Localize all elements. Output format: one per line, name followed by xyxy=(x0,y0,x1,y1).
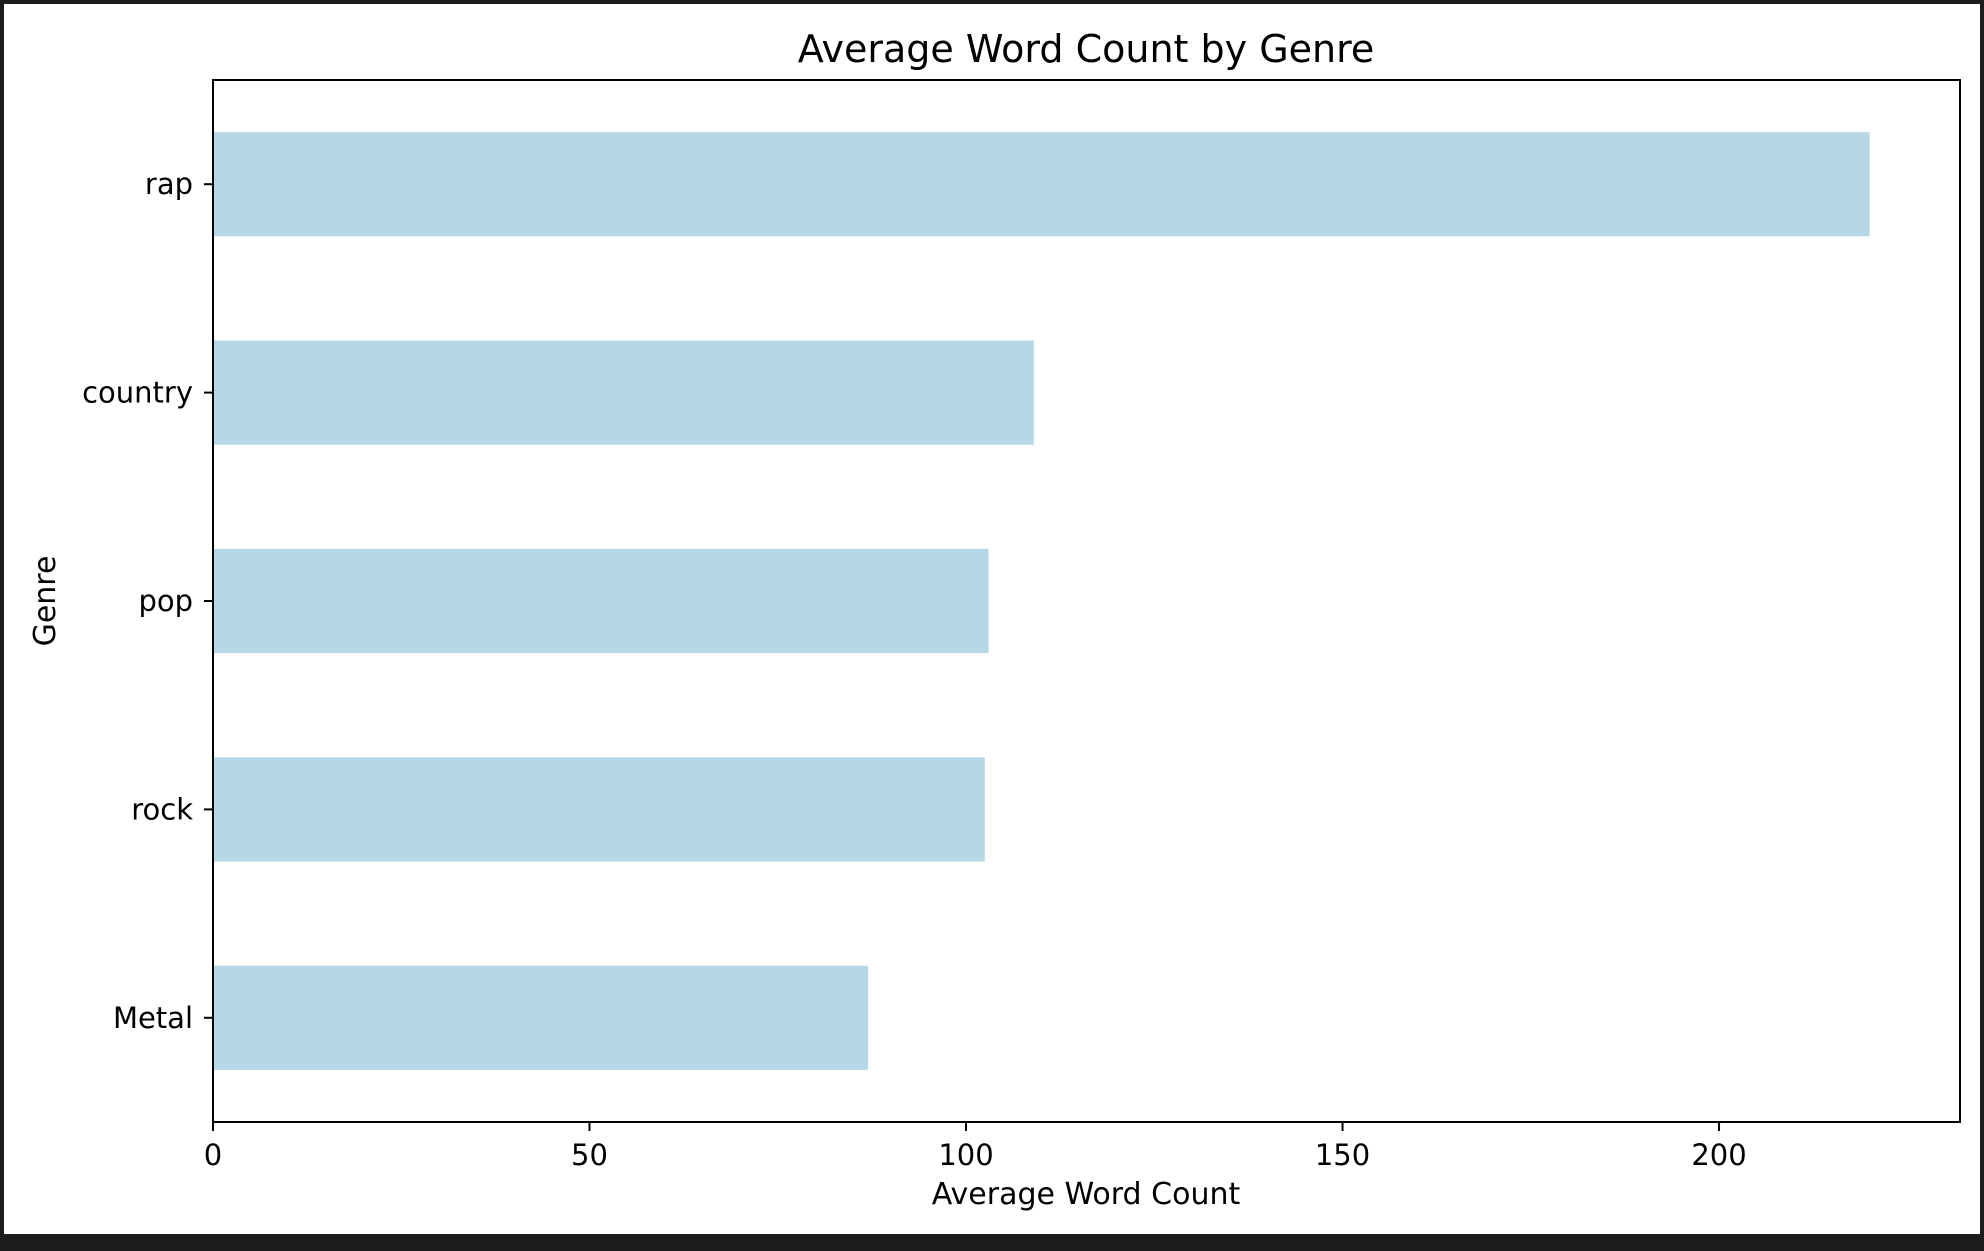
chart-figure: Average Word Count by Genre rap country po… xyxy=(4,4,1980,1234)
bar-rap xyxy=(213,132,1870,237)
y-tick-label: rock xyxy=(131,792,193,826)
x-tick-label: 0 xyxy=(204,1138,222,1172)
y-axis-ticks: rap country pop rock Metal xyxy=(82,167,213,1035)
bar-chart: Average Word Count by Genre rap country po… xyxy=(28,27,1961,1212)
y-axis-label: Genre xyxy=(28,556,63,647)
x-tick-label: 200 xyxy=(1691,1138,1746,1172)
bar-rock xyxy=(213,757,985,862)
y-tick-label: pop xyxy=(138,584,193,618)
x-axis-label: Average Word Count xyxy=(932,1177,1241,1212)
chart-title: Average Word Count by Genre xyxy=(798,27,1375,71)
x-tick-label: 100 xyxy=(938,1138,993,1172)
y-tick-label: country xyxy=(82,376,193,410)
y-tick-label: Metal xyxy=(113,1001,193,1035)
x-tick-label: 50 xyxy=(571,1138,608,1172)
x-tick-label: 150 xyxy=(1315,1138,1370,1172)
x-axis-ticks: 0 50 100 150 200 xyxy=(204,1122,1747,1172)
bar-metal xyxy=(213,965,869,1070)
y-tick-label: rap xyxy=(145,167,193,201)
bar-group xyxy=(213,132,1870,1070)
bar-pop xyxy=(213,548,989,654)
bar-country xyxy=(213,340,1034,445)
